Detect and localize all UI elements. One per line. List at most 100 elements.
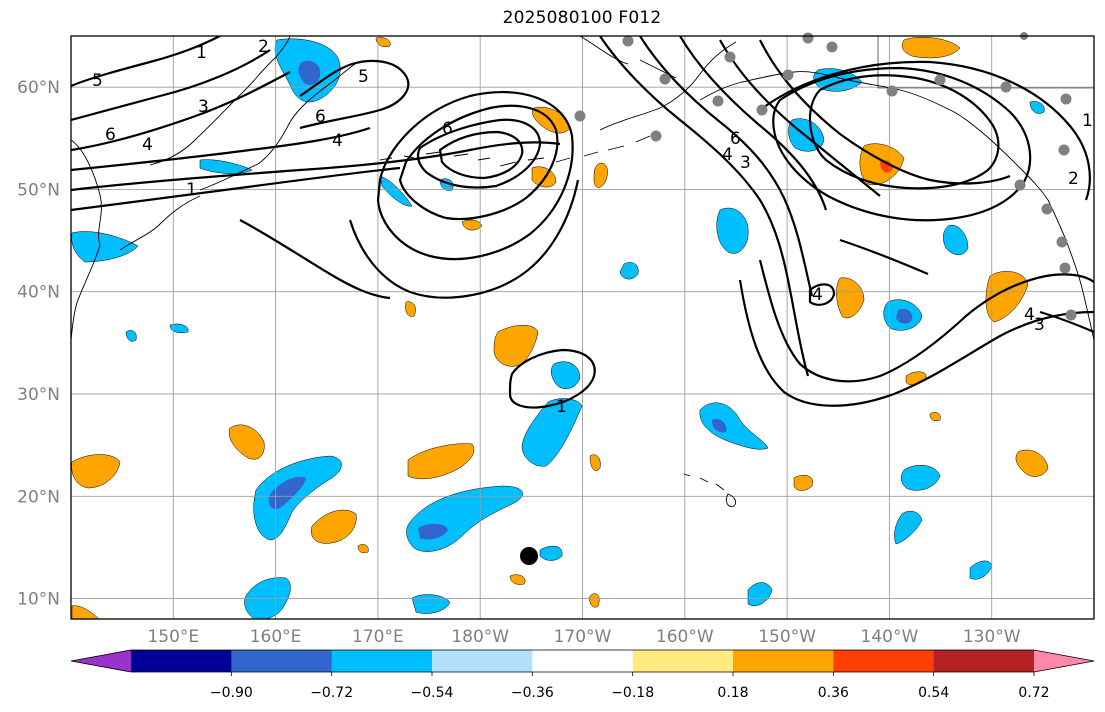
station-marker <box>934 74 946 86</box>
station-marker <box>1000 81 1012 93</box>
contour-lines <box>71 36 1094 409</box>
contour-line <box>71 36 221 88</box>
contour-line <box>759 60 1091 201</box>
colorbar-extend-low <box>71 650 131 672</box>
contour-line <box>758 259 1094 383</box>
contour-label: 3 <box>198 97 209 117</box>
negative-anomaly-area <box>716 207 749 254</box>
strong-negative-anomaly-area <box>418 523 448 540</box>
longitude-tick-label: 170°E <box>352 627 404 647</box>
aleutian-islands <box>379 135 651 167</box>
kamchatka-coastline <box>199 63 356 191</box>
positive-anomaly-area <box>509 574 526 585</box>
colorbar-segment <box>532 650 634 672</box>
latitude-tick-label: 60°N <box>17 78 60 98</box>
plot-frame <box>70 35 1095 620</box>
negative-anomaly-area <box>551 361 581 390</box>
positive-anomaly-area <box>71 605 100 619</box>
negative-anomaly-area <box>539 545 563 561</box>
strong-negative-anomaly-area <box>268 476 306 510</box>
contour-label: 1 <box>1082 111 1093 131</box>
colorbar-tick-label: −0.90 <box>210 685 253 701</box>
colorbar-segment <box>131 650 232 672</box>
colorbar-tick-label: 0.18 <box>717 685 748 701</box>
positive-anomaly-area <box>589 593 600 608</box>
longitude-tick-label: 150°E <box>147 627 199 647</box>
contour-line <box>599 36 810 377</box>
positive-anomaly-area <box>901 37 961 59</box>
colorbar-segment <box>432 650 533 672</box>
negative-anomaly-area <box>619 262 639 280</box>
contour-label: 5 <box>92 71 103 91</box>
graticule <box>71 36 1094 619</box>
station-marker <box>712 95 724 107</box>
contour-line <box>71 166 401 212</box>
okhotsk-coastline <box>149 36 291 166</box>
contour-label: 4 <box>1024 305 1035 325</box>
colorbar-outline <box>70 649 1095 673</box>
longitude-tick-label: 170°W <box>554 627 612 647</box>
contour-line <box>398 104 559 221</box>
contour-label: 3 <box>1034 315 1045 335</box>
contour-line <box>839 238 1094 334</box>
positive-anomaly-area <box>531 166 557 188</box>
anomaly-shading <box>71 37 1049 619</box>
negative-anomaly-area <box>813 68 863 92</box>
colorbar-segment <box>231 650 333 672</box>
contour-label: 3 <box>740 153 751 173</box>
longitude-labels: 150°E 160°E 170°E 180°W 170°W 160°W 150°W 140°W… <box>147 627 1020 647</box>
colorbar-segment <box>933 650 1035 672</box>
positive-anomaly-area <box>836 277 865 319</box>
contour-label: 6 <box>105 125 116 145</box>
contour-line <box>738 279 1094 407</box>
positive-anomaly-area <box>1015 449 1049 477</box>
positive-anomaly-area <box>405 301 416 317</box>
station-marker <box>659 73 671 85</box>
latitude-labels: 10°N 20°N 30°N 40°N 50°N 60°N <box>17 78 60 609</box>
contour-label: 6 <box>442 119 453 139</box>
positive-anomaly-area <box>593 162 608 188</box>
station-marker <box>1041 203 1053 215</box>
colorbar-extend-high <box>1034 650 1094 672</box>
negative-anomaly-area <box>411 594 451 614</box>
contour-label: 1 <box>556 397 567 417</box>
negative-anomaly-area <box>71 231 139 263</box>
station-marker <box>622 35 634 47</box>
station-marker <box>886 85 898 97</box>
negative-anomaly-area <box>901 464 941 491</box>
positive-anomaly-area <box>493 325 539 367</box>
chart-title: 2025080100 F012 <box>502 8 662 28</box>
negative-anomaly-area <box>199 159 253 174</box>
station-marker <box>1059 262 1071 274</box>
colorbar-segment <box>833 650 935 672</box>
location-marker <box>520 547 538 565</box>
contour-line <box>376 91 574 261</box>
longitude-tick-label: 130°W <box>963 627 1021 647</box>
latitude-tick-label: 20°N <box>17 487 60 507</box>
longitude-tick-label: 160°E <box>250 627 302 647</box>
positive-anomaly-area <box>461 219 483 231</box>
negative-anomaly-area <box>943 224 969 255</box>
colorbar-tick-label: −0.72 <box>310 685 353 701</box>
station-marker <box>826 41 838 53</box>
contour-line <box>71 141 561 192</box>
positive-anomaly-area <box>311 509 357 544</box>
contour-line <box>416 118 542 189</box>
contour-line <box>639 36 814 297</box>
station-marker <box>1060 93 1072 105</box>
contour-label: 2 <box>258 37 269 57</box>
contour-label: 6 <box>315 107 326 127</box>
station-marker <box>1058 144 1070 156</box>
contour-line <box>508 348 596 409</box>
alaska-coastline <box>599 41 1049 201</box>
colorbar-tick-label: −0.18 <box>611 685 654 701</box>
positive-anomaly-area <box>71 454 121 489</box>
contour-label: 4 <box>142 135 153 155</box>
hawaii-islands <box>683 473 737 507</box>
latitude-tick-label: 40°N <box>17 283 60 303</box>
positive-anomaly-area <box>357 544 369 553</box>
colorbar-tick-label: −0.36 <box>511 685 554 701</box>
latitude-tick-label: 30°N <box>17 385 60 405</box>
contour-line <box>71 49 271 122</box>
